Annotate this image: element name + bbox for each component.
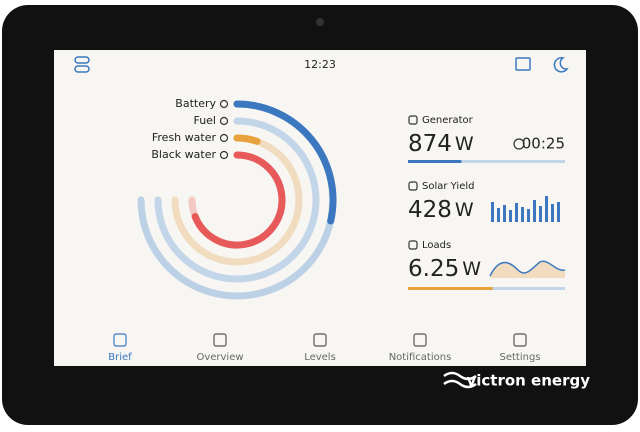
gauge-icon [219, 133, 229, 143]
progress-fill [408, 160, 462, 163]
gauge-label: Battery [175, 97, 216, 110]
tank-gauges: Battery Fuel Fresh water Black water [137, 97, 337, 300]
timer-icon [513, 138, 525, 150]
gauge-icon [219, 150, 229, 160]
nav-icon[interactable] [213, 333, 227, 347]
value: 874 [408, 131, 452, 157]
widget-icon [408, 240, 418, 250]
widget-title: Solar Yield [422, 181, 474, 192]
nav-label[interactable]: Levels [304, 352, 336, 363]
widget-value: 874 W [408, 131, 474, 157]
widget-value: 428 W [408, 197, 474, 223]
widget-icon [408, 181, 418, 191]
gauge-icon [219, 99, 229, 109]
gauge-fill [233, 134, 261, 145]
widget-value: 6.25 W [408, 256, 481, 282]
nav-label[interactable]: Settings [499, 352, 540, 363]
logo [443, 371, 477, 389]
brand: victron energy [466, 372, 590, 390]
gauge-track [154, 117, 320, 283]
gauge-label: Black water [151, 148, 216, 161]
menu-icon [74, 65, 90, 73]
nav-icon[interactable] [513, 333, 527, 347]
gauge-fill [191, 151, 286, 249]
unit: W [455, 199, 474, 221]
widget-title: Loads [422, 240, 451, 251]
unit: W [455, 133, 474, 155]
gauge-label: Fresh water [152, 131, 217, 144]
gauge-label: Fuel [193, 114, 216, 127]
widget-icon [408, 115, 418, 125]
loads-line [489, 260, 566, 277]
unit: W [462, 258, 481, 280]
loads-sparkline [490, 261, 565, 278]
gauge-icon [219, 116, 229, 126]
widget-title: Generator [422, 115, 474, 126]
nav-label[interactable]: Brief [108, 352, 132, 363]
panel-icon[interactable] [515, 57, 531, 71]
nav-icon[interactable] [113, 333, 127, 347]
nav-label[interactable]: Notifications [389, 352, 452, 363]
value: 428 [408, 197, 452, 223]
progress-track [408, 160, 565, 163]
clock: 12:23 [304, 58, 336, 71]
nav-label[interactable]: Overview [196, 352, 243, 363]
solar-bars [491, 196, 560, 222]
sleep-icon[interactable] [553, 57, 569, 73]
progress-fill [408, 287, 493, 290]
nav-icon[interactable] [413, 333, 427, 347]
timer: 00:25 [522, 135, 565, 153]
value: 6.25 [408, 256, 459, 282]
gauge-track [171, 134, 303, 266]
bottom-nav: Brief Overview Levels Notifications Settings [108, 333, 541, 363]
menu-icon[interactable] [74, 56, 90, 64]
top-bar: 12:23 [74, 56, 569, 73]
nav-icon[interactable] [313, 333, 327, 347]
gauge-fill [233, 100, 337, 225]
camera [316, 18, 324, 26]
screen [54, 50, 586, 366]
